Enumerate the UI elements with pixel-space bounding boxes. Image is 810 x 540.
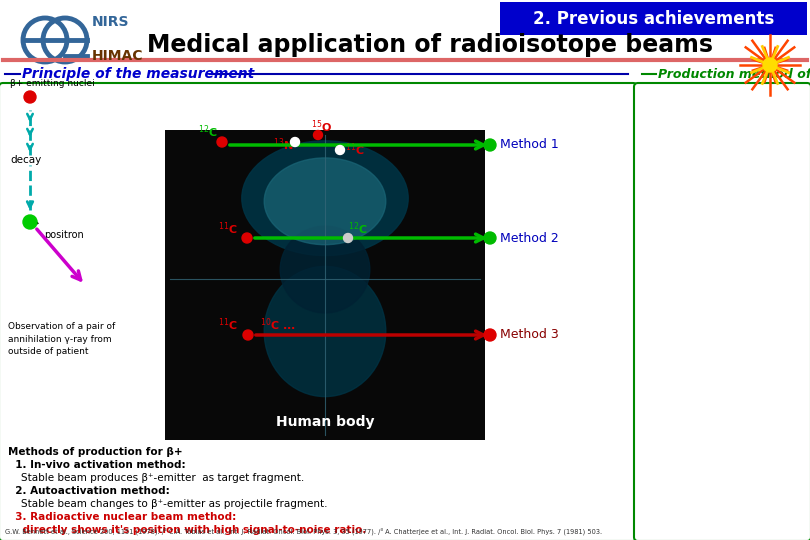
Ellipse shape [264, 158, 386, 245]
Text: Method 3: Method 3 [500, 328, 559, 341]
Text: 1. In-vivo activation method:: 1. In-vivo activation method: [8, 460, 185, 470]
Circle shape [242, 233, 252, 243]
Circle shape [23, 215, 37, 229]
Text: $^{11}$C: $^{11}$C [218, 316, 238, 333]
Circle shape [343, 233, 352, 242]
Text: $^{10}$C ...: $^{10}$C ... [260, 316, 296, 333]
Text: $^{12}$C: $^{12}$C [198, 124, 218, 140]
Text: decay: decay [10, 155, 41, 165]
Circle shape [484, 139, 496, 151]
FancyBboxPatch shape [0, 83, 637, 540]
Text: positron: positron [44, 230, 83, 240]
FancyBboxPatch shape [634, 83, 810, 540]
Text: G.W. Bennett et al., Science 200, 1151 (1978). /² C.A. Tobias et al., Int. J. Ra: G.W. Bennett et al., Science 200, 1151 (… [5, 528, 602, 535]
Circle shape [24, 91, 36, 103]
Text: Stable beam changes to β⁺-emitter as projectile fragment.: Stable beam changes to β⁺-emitter as pro… [8, 499, 327, 509]
Text: directly shows it's position with high signal-to-noise ratio.: directly shows it's position with high s… [8, 525, 366, 535]
Text: Observation of a pair of
annihilation γ-ray from
outside of patient: Observation of a pair of annihilation γ-… [8, 322, 115, 356]
Text: Stable beam produces β⁺-emitter  as target fragment.: Stable beam produces β⁺-emitter as targe… [8, 473, 305, 483]
Circle shape [484, 329, 496, 341]
Ellipse shape [242, 141, 408, 255]
Text: $^{15}$O: $^{15}$O [311, 119, 333, 136]
Circle shape [217, 137, 227, 147]
Text: $^{11}$C: $^{11}$C [345, 141, 364, 158]
Circle shape [313, 131, 322, 139]
Text: 3. Radioactive nuclear beam method:: 3. Radioactive nuclear beam method: [8, 512, 237, 522]
Text: Medical application of radioisotope beams: Medical application of radioisotope beam… [147, 33, 713, 57]
Circle shape [484, 232, 496, 244]
Text: Method 1: Method 1 [500, 138, 559, 152]
Text: 2. Previous achievements: 2. Previous achievements [533, 10, 774, 28]
Text: $^{11}$C: $^{11}$C [218, 221, 238, 237]
Circle shape [335, 145, 344, 154]
Text: β+ emitting nuclei: β+ emitting nuclei [10, 79, 95, 89]
Circle shape [763, 58, 777, 72]
Circle shape [291, 138, 300, 146]
Text: 2. Autoactivation method:: 2. Autoactivation method: [8, 486, 170, 496]
Ellipse shape [280, 226, 370, 313]
Text: Production method of RIB: Production method of RIB [658, 68, 810, 80]
Circle shape [243, 330, 253, 340]
Bar [165, 130, 485, 440]
Text: NIRS: NIRS [92, 15, 130, 29]
Ellipse shape [264, 266, 386, 396]
Text: Method 2: Method 2 [500, 232, 559, 245]
Text: $^{12}$C: $^{12}$C [348, 221, 368, 237]
Text: Human body: Human body [275, 415, 374, 429]
Text: Principle of the measurement: Principle of the measurement [22, 67, 254, 81]
Text: $^{13}$N: $^{13}$N [273, 137, 293, 153]
Bar [500, 2, 807, 35]
Text: Methods of production for β+: Methods of production for β+ [8, 447, 182, 457]
Text: HIMAC: HIMAC [92, 49, 143, 63]
